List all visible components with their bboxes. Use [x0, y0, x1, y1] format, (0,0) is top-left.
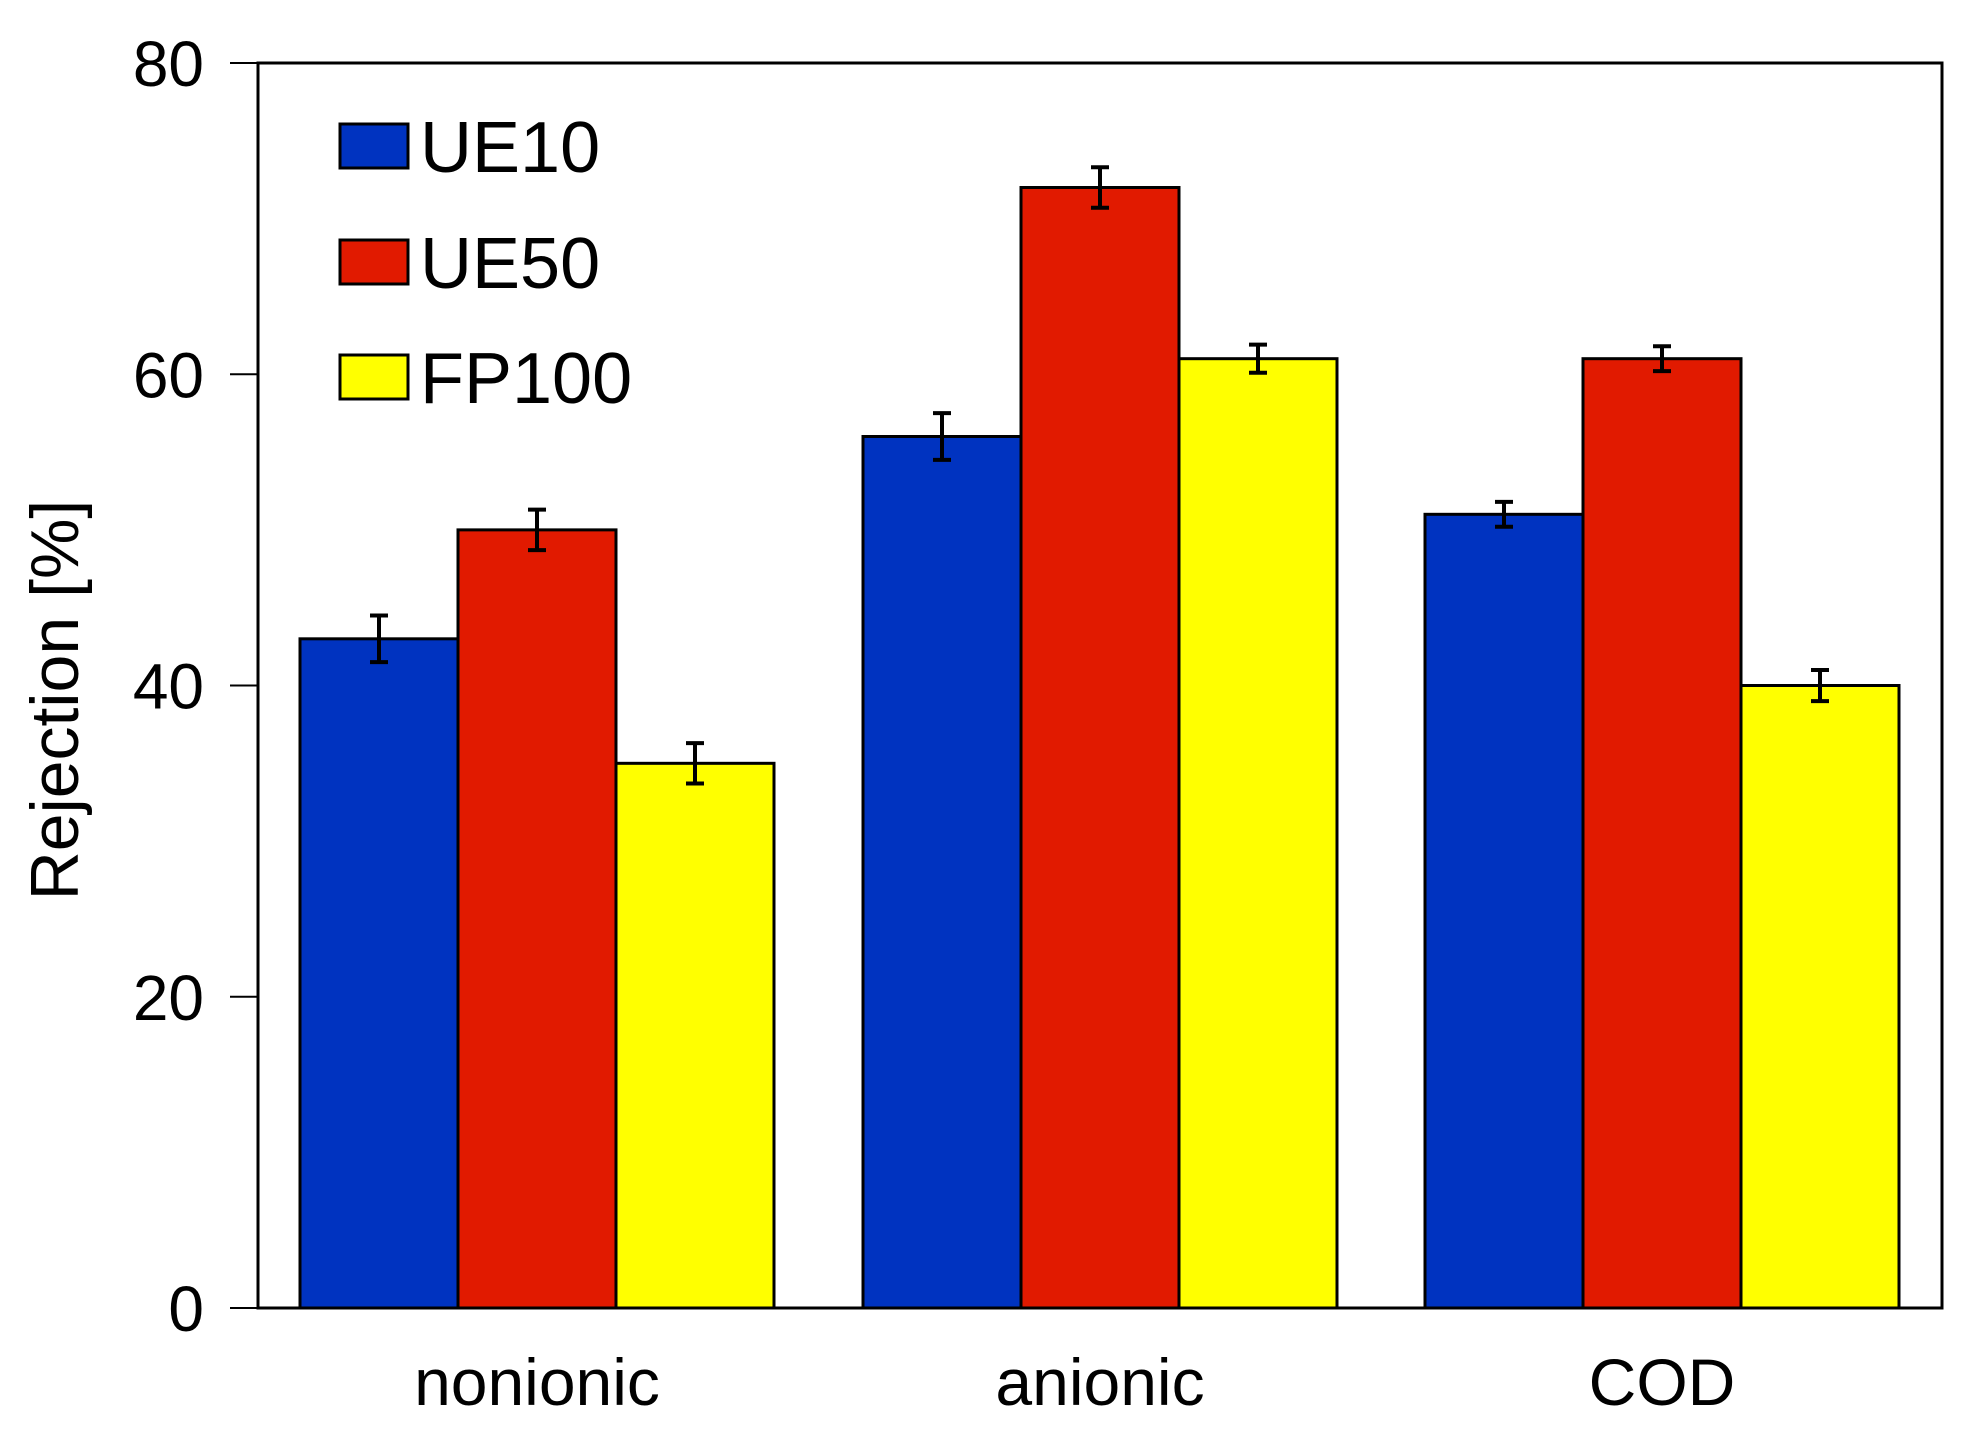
bar-ue10-cod: [1423, 512, 1585, 1310]
legend-label-ue10: UE10: [420, 108, 600, 188]
y-axis-title: Rejection [%]: [17, 500, 93, 901]
y-axis: 0 20 40 60 80: [133, 28, 258, 1345]
x-category-label: COD: [1589, 1345, 1736, 1419]
legend: UE10 UE50 FP100: [338, 108, 632, 419]
bar-ue10-anionic: [861, 435, 1023, 1310]
bar-ue50-cod: [1581, 357, 1743, 1310]
y-tick-label: 0: [168, 1273, 204, 1345]
bar-fp100-cod: [1739, 684, 1901, 1310]
legend-label-fp100: FP100: [420, 339, 632, 419]
x-category-label: anionic: [995, 1345, 1204, 1419]
bar-fp100-anionic: [1177, 357, 1339, 1310]
error-bars-group: [370, 165, 1829, 786]
x-axis: nonionic anionic COD: [414, 1345, 1735, 1419]
legend-swatch-ue50: [338, 238, 410, 286]
bar-fp100-nonionic: [614, 761, 776, 1310]
y-tick-label: 20: [133, 962, 204, 1034]
bar-ue10-nonionic: [298, 637, 460, 1310]
x-category-label: nonionic: [414, 1345, 660, 1419]
y-tick-label: 80: [133, 28, 204, 100]
bar-ue50-anionic: [1019, 186, 1181, 1310]
bar-ue50-nonionic: [456, 528, 618, 1310]
y-tick-label: 60: [133, 339, 204, 411]
y-tick-label: 40: [133, 651, 204, 723]
legend-label-ue50: UE50: [420, 224, 600, 304]
legend-swatch-fp100: [338, 353, 410, 401]
bars-group: [298, 186, 1901, 1310]
legend-swatch-ue10: [338, 122, 410, 170]
